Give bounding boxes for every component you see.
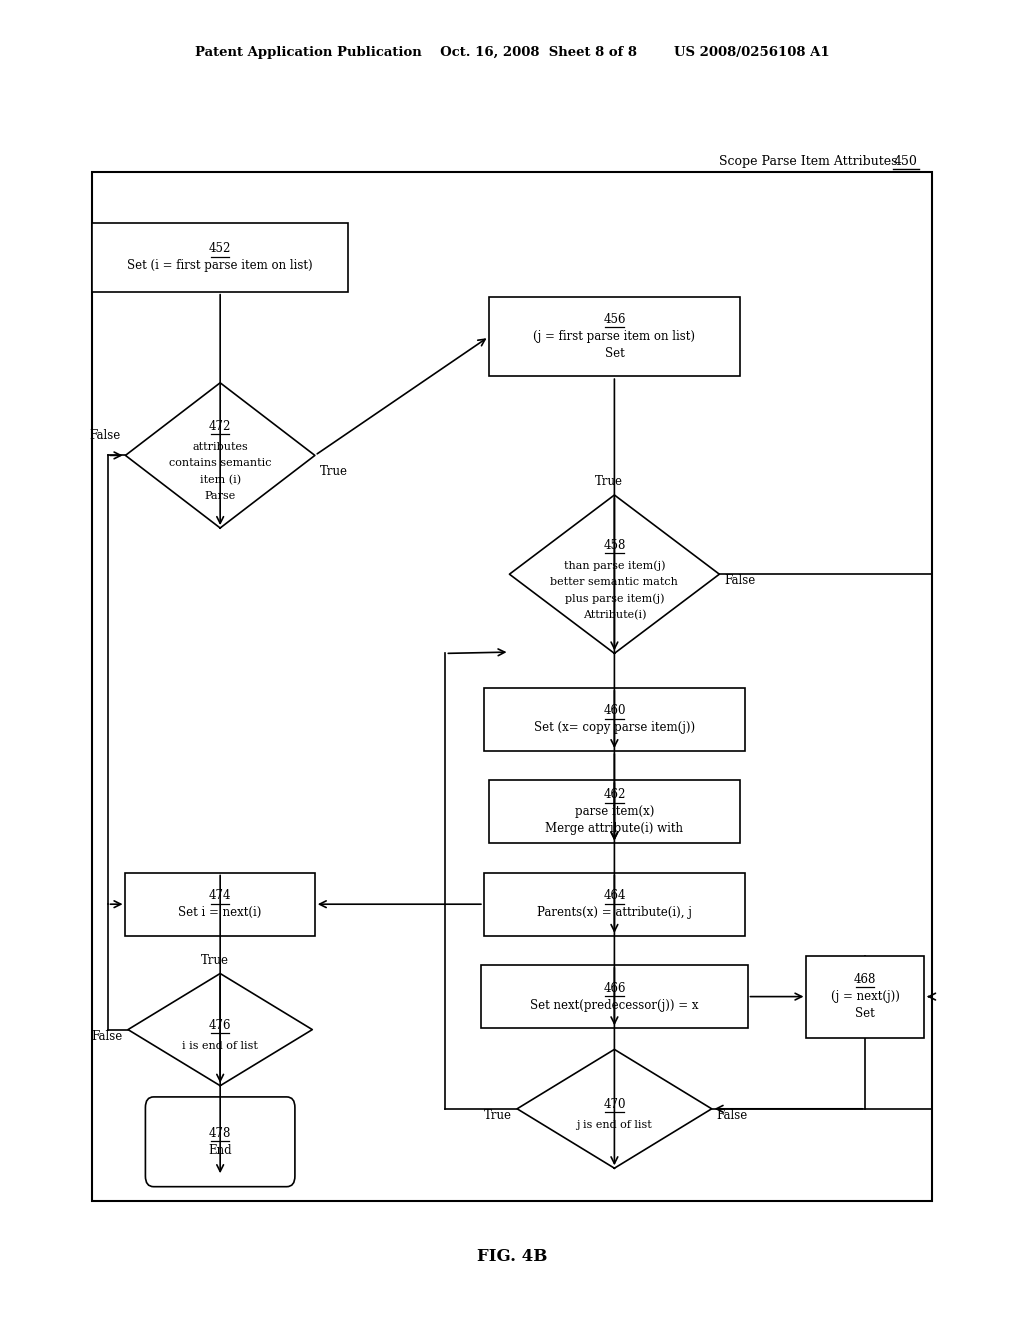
Text: 468: 468 (854, 973, 877, 986)
FancyBboxPatch shape (92, 223, 348, 292)
Text: 462: 462 (603, 788, 626, 801)
Text: True: True (484, 1109, 512, 1122)
Text: True: True (595, 475, 624, 488)
Text: 478: 478 (209, 1127, 231, 1139)
Text: End: End (208, 1144, 232, 1156)
Polygon shape (510, 495, 719, 653)
Text: 450: 450 (894, 154, 918, 168)
Text: 470: 470 (603, 1098, 626, 1111)
Text: 460: 460 (603, 705, 626, 717)
Text: attributes: attributes (193, 442, 248, 451)
FancyBboxPatch shape (483, 688, 745, 751)
FancyBboxPatch shape (481, 965, 748, 1028)
Text: 458: 458 (603, 539, 626, 552)
Text: 452: 452 (209, 243, 231, 255)
Text: j is end of list: j is end of list (577, 1119, 652, 1130)
FancyBboxPatch shape (807, 956, 924, 1038)
Text: Parse: Parse (205, 491, 236, 502)
Text: Attribute(i): Attribute(i) (583, 610, 646, 620)
FancyBboxPatch shape (92, 172, 932, 1201)
Polygon shape (125, 383, 315, 528)
Text: plus parse item(j): plus parse item(j) (564, 593, 665, 605)
Text: True: True (201, 954, 229, 966)
Text: Set: Set (855, 1007, 876, 1020)
Text: parse item(x): parse item(x) (574, 805, 654, 818)
Text: False: False (717, 1109, 749, 1122)
Text: Patent Application Publication    Oct. 16, 2008  Sheet 8 of 8        US 2008/025: Patent Application Publication Oct. 16, … (195, 46, 829, 59)
Text: than parse item(j): than parse item(j) (563, 560, 666, 572)
Text: 456: 456 (603, 313, 626, 326)
Text: item (i): item (i) (200, 475, 241, 484)
Text: (j = first parse item on list): (j = first parse item on list) (534, 330, 695, 343)
Text: False: False (89, 429, 121, 442)
Text: Set i = next(i): Set i = next(i) (178, 907, 262, 919)
Polygon shape (128, 974, 312, 1085)
FancyBboxPatch shape (483, 873, 745, 936)
Text: False: False (725, 574, 756, 587)
Text: Set next(predecessor(j)) = x: Set next(predecessor(j)) = x (530, 999, 698, 1011)
Text: 472: 472 (209, 420, 231, 433)
Text: 466: 466 (603, 982, 626, 994)
Text: contains semantic: contains semantic (169, 458, 271, 469)
Text: 476: 476 (209, 1019, 231, 1032)
Text: FIG. 4B: FIG. 4B (477, 1249, 547, 1265)
Text: 464: 464 (603, 890, 626, 902)
Text: 474: 474 (209, 890, 231, 902)
Text: Parents(x) = attribute(i), j: Parents(x) = attribute(i), j (537, 907, 692, 919)
Text: (j = next(j)): (j = next(j)) (830, 990, 900, 1003)
Text: True: True (319, 465, 348, 478)
FancyBboxPatch shape (489, 780, 739, 843)
Text: Set: Set (604, 347, 625, 360)
Text: Scope Parse Item Attributes: Scope Parse Item Attributes (719, 154, 901, 168)
FancyBboxPatch shape (145, 1097, 295, 1187)
Text: Set (i = first parse item on list): Set (i = first parse item on list) (127, 260, 313, 272)
Text: False: False (91, 1030, 123, 1043)
Polygon shape (517, 1049, 712, 1168)
FancyBboxPatch shape (125, 873, 315, 936)
FancyBboxPatch shape (489, 297, 739, 376)
Text: better semantic match: better semantic match (551, 577, 678, 587)
Text: Set (x= copy parse item(j)): Set (x= copy parse item(j)) (534, 722, 695, 734)
Text: Merge attribute(i) with: Merge attribute(i) with (546, 822, 683, 836)
Text: i is end of list: i is end of list (182, 1040, 258, 1051)
